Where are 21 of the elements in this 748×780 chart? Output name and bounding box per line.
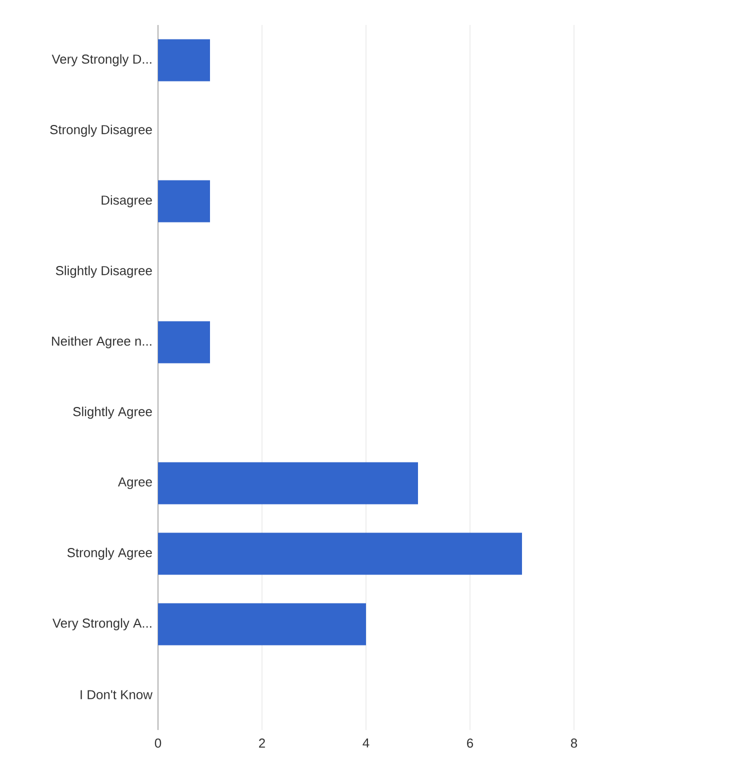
bar <box>158 462 418 504</box>
bar <box>158 180 210 222</box>
y-tick-label: Slightly Disagree <box>56 266 152 278</box>
bar <box>158 321 210 364</box>
bar <box>158 39 210 82</box>
y-tick-label: Disagree <box>102 195 152 208</box>
y-tick-label: Agree <box>118 477 152 490</box>
y-tick-label: Strongly Disagree <box>50 124 152 137</box>
x-tick-label: 6 <box>467 738 474 748</box>
y-tick-label: Very Strongly D... <box>52 54 152 66</box>
x-tick-label: 0 <box>154 738 162 748</box>
x-tick-label: 8 <box>570 738 578 748</box>
bar <box>158 603 366 646</box>
bar <box>158 532 522 575</box>
y-tick-label: I Don't Know <box>80 690 153 700</box>
y-tick-label: Very Strongly A... <box>52 618 152 630</box>
x-tick-label: 4 <box>362 738 370 748</box>
x-tick-label: 2 <box>259 738 265 748</box>
y-tick-label: Strongly Agree <box>67 548 152 560</box>
y-tick-label: Slightly Agree <box>73 406 152 419</box>
y-tick-label: Neither Agree n... <box>52 336 152 348</box>
